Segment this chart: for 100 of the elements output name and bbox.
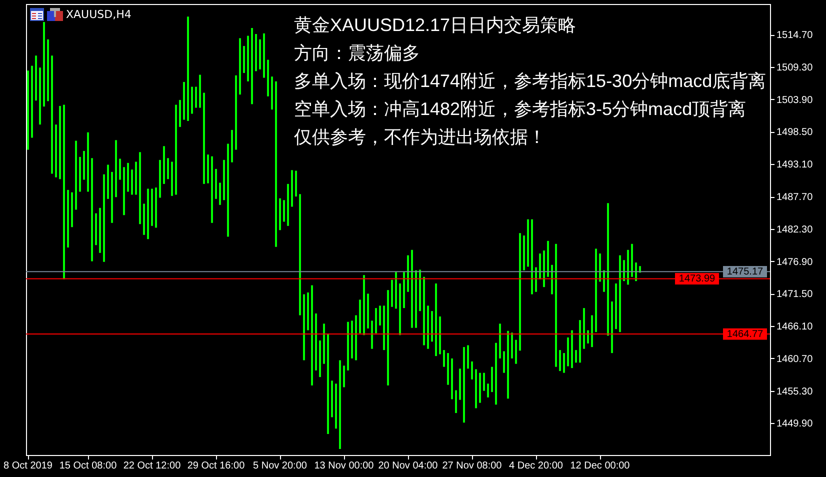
bar: [103, 174, 105, 262]
bar: [559, 350, 561, 372]
bar: [263, 33, 265, 78]
bar: [419, 270, 421, 312]
bar: [155, 188, 157, 228]
bar: [527, 219, 529, 267]
bar: [611, 301, 613, 354]
bar: [443, 350, 445, 367]
bar: [627, 250, 629, 285]
x-tick-label: 15 Oct 08:00: [59, 460, 118, 472]
bar: [327, 334, 329, 434]
bar: [203, 92, 205, 184]
x-tick-label: 12 Dec 00:00: [570, 460, 630, 472]
bar: [215, 168, 217, 199]
bar: [243, 46, 245, 73]
bar: [335, 384, 337, 429]
bar: [499, 324, 501, 358]
bar: [191, 86, 193, 114]
bar: [75, 140, 77, 210]
bar: [139, 152, 141, 224]
bar: [295, 170, 297, 197]
bar: [291, 170, 293, 207]
bar: [507, 330, 509, 399]
y-tick-label: 1503.90: [776, 94, 814, 106]
bar: [63, 104, 65, 280]
bar: [91, 158, 93, 262]
bar: [479, 372, 481, 403]
bar: [267, 60, 269, 96]
bar: [183, 82, 185, 120]
bar: [615, 283, 617, 330]
bar: [359, 300, 361, 334]
bar: [319, 340, 321, 378]
bar: [603, 270, 605, 292]
bar: [275, 81, 277, 247]
bar: [395, 272, 397, 309]
bar: [447, 353, 449, 385]
y-tick-label: 1509.30: [776, 62, 814, 74]
y-tick-label: 1460.70: [776, 354, 814, 365]
y-tick-label: 1455.30: [776, 386, 814, 398]
bar: [623, 260, 625, 282]
bar: [219, 182, 221, 205]
bar: [591, 315, 593, 348]
x-tick-label: 4 Dec 20:00: [509, 460, 564, 472]
bar: [619, 255, 621, 332]
bar: [47, 39, 49, 102]
bar: [583, 308, 585, 349]
bar: [163, 146, 165, 184]
bar: [363, 275, 365, 336]
bar: [303, 294, 305, 360]
bar: [379, 306, 381, 326]
bar: [43, 22, 45, 107]
bar: [151, 188, 153, 226]
bar: [79, 156, 81, 192]
bar: [131, 170, 133, 195]
bar: [307, 292, 309, 330]
bar: [287, 184, 289, 226]
bar: [255, 34, 257, 72]
bar: [523, 235, 525, 270]
bar: [439, 316, 441, 354]
bar: [323, 324, 325, 364]
bar: [535, 267, 537, 292]
bar: [315, 313, 317, 370]
bar: [483, 372, 485, 391]
bar: [231, 130, 233, 162]
annotation: 方向：震荡偏多: [294, 42, 421, 65]
bar: [491, 366, 493, 392]
bar: [171, 162, 173, 196]
bar: [211, 156, 213, 223]
bar: [99, 208, 101, 253]
bar: [455, 390, 457, 414]
bar: [555, 244, 557, 367]
bar: [475, 369, 477, 408]
bar: [31, 66, 33, 138]
bar: [55, 124, 57, 178]
annotation: 多单入场：现价1474附近，参考指标15-30分钟macd底背离: [294, 70, 766, 93]
bar: [227, 144, 229, 237]
y-tick-label: 1471.50: [776, 289, 814, 300]
bar: [331, 380, 333, 418]
chart-title: XAUUSD,H4: [66, 8, 132, 22]
bar: [239, 38, 241, 95]
bar: [391, 280, 393, 307]
bar: [311, 285, 313, 386]
bar: [543, 250, 545, 288]
bar: [399, 283, 401, 336]
bar: [351, 320, 353, 358]
bar: [235, 75, 237, 150]
bar: [571, 330, 573, 368]
bar: [487, 384, 489, 398]
bar: [143, 204, 145, 235]
bar: [403, 272, 405, 308]
bar: [539, 253, 541, 280]
bar: [411, 250, 413, 328]
bar: [407, 255, 409, 292]
bar: [83, 150, 85, 180]
x-tick-label: 5 Nov 20:00: [253, 460, 308, 472]
bar: [51, 56, 53, 174]
bar: [347, 322, 349, 370]
x-tick-label: 13 Nov 00:00: [314, 460, 374, 472]
bar: [599, 253, 601, 282]
annotation: 空单入场：冲高1482附近，参考指标3-5分钟macd顶背离: [294, 98, 748, 121]
